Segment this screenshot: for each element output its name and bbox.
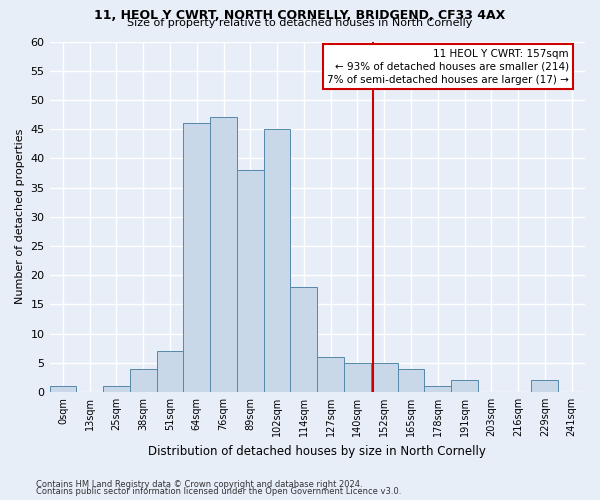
Text: Size of property relative to detached houses in North Cornelly: Size of property relative to detached ho… xyxy=(127,18,473,28)
Text: Contains public sector information licensed under the Open Government Licence v3: Contains public sector information licen… xyxy=(36,487,401,496)
Bar xyxy=(371,362,398,392)
Text: 11, HEOL Y CWRT, NORTH CORNELLY, BRIDGEND, CF33 4AX: 11, HEOL Y CWRT, NORTH CORNELLY, BRIDGEN… xyxy=(94,9,506,22)
Bar xyxy=(317,357,344,392)
Bar xyxy=(50,386,76,392)
Bar xyxy=(130,368,157,392)
Bar xyxy=(532,380,558,392)
Bar xyxy=(290,287,317,392)
Bar xyxy=(398,368,424,392)
Bar xyxy=(451,380,478,392)
Bar xyxy=(424,386,451,392)
Text: Contains HM Land Registry data © Crown copyright and database right 2024.: Contains HM Land Registry data © Crown c… xyxy=(36,480,362,489)
Y-axis label: Number of detached properties: Number of detached properties xyxy=(15,129,25,304)
Bar xyxy=(210,118,237,392)
Bar xyxy=(157,351,184,392)
Bar xyxy=(264,129,290,392)
Text: 11 HEOL Y CWRT: 157sqm
← 93% of detached houses are smaller (214)
7% of semi-det: 11 HEOL Y CWRT: 157sqm ← 93% of detached… xyxy=(327,48,569,85)
Bar xyxy=(237,170,264,392)
Bar xyxy=(344,362,371,392)
Bar xyxy=(103,386,130,392)
X-axis label: Distribution of detached houses by size in North Cornelly: Distribution of detached houses by size … xyxy=(148,444,486,458)
Bar xyxy=(184,124,210,392)
